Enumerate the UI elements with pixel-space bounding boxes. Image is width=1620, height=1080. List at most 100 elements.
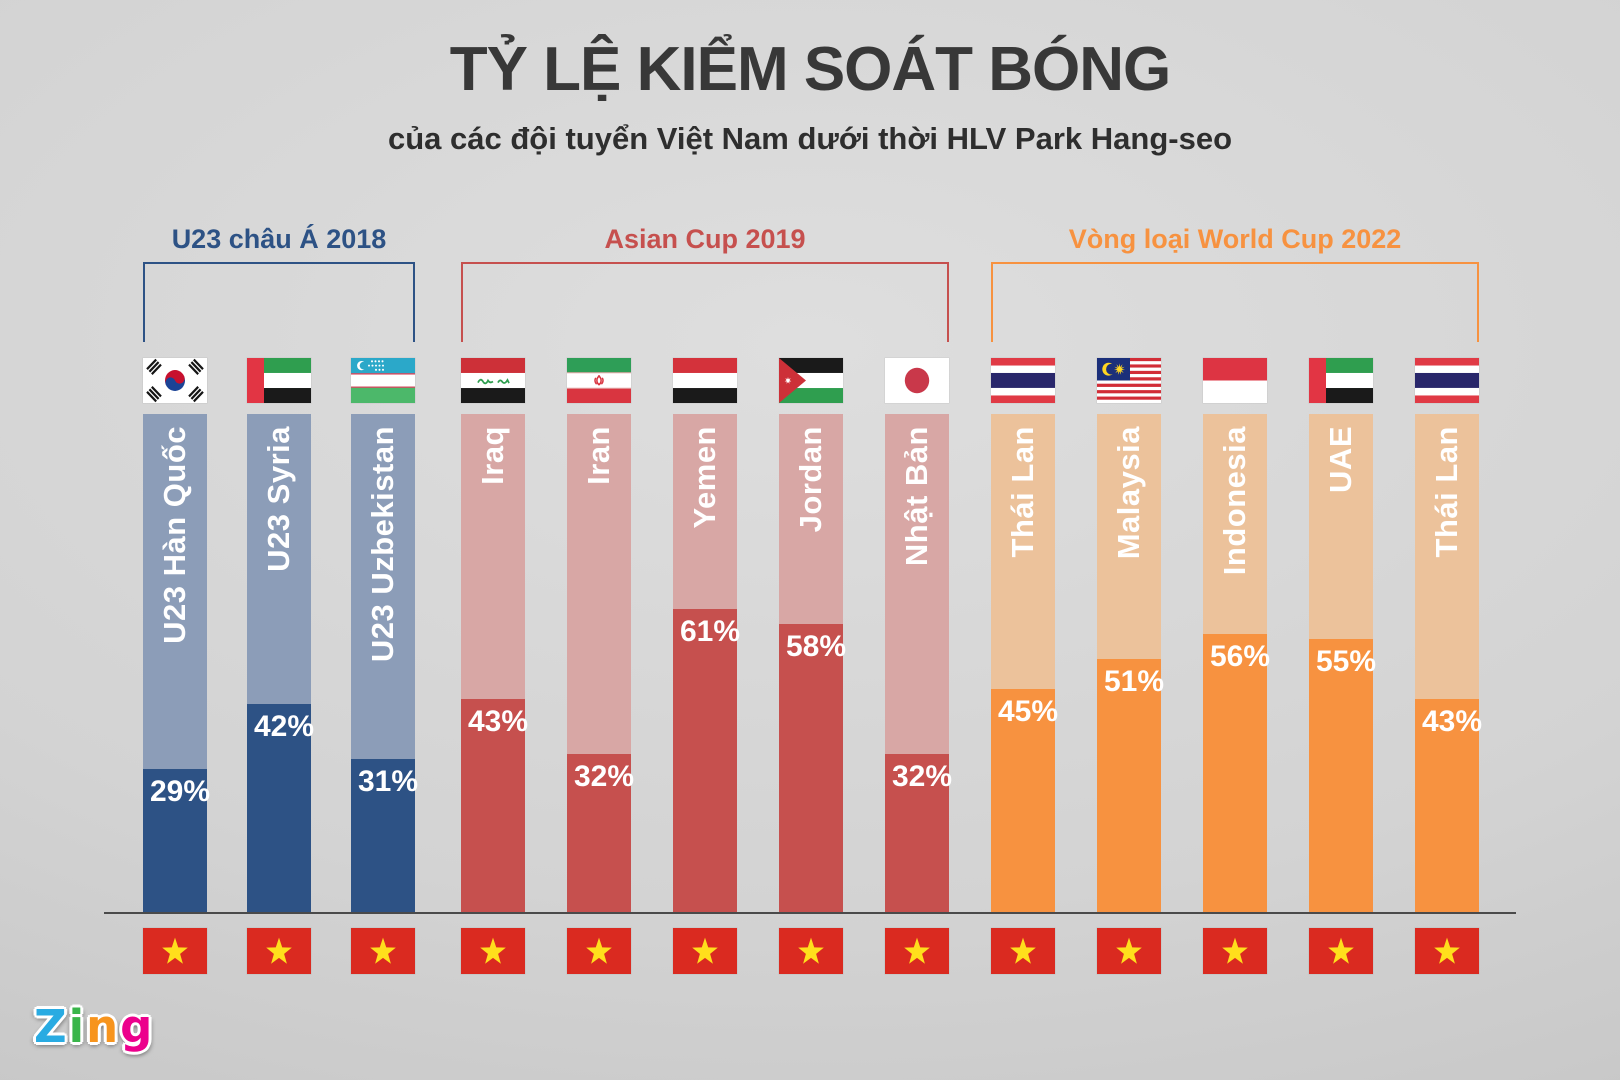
team-name: Nhật Bản xyxy=(885,426,949,566)
team-name-text: Malaysia xyxy=(1111,426,1146,560)
possession-value: 51% xyxy=(1104,665,1165,698)
team-name-text: Nhật Bản xyxy=(899,426,934,567)
bar-vietnam-share xyxy=(991,689,1055,914)
flag-yemen xyxy=(673,358,737,403)
vietnam-flag-svg xyxy=(991,928,1055,974)
flag-uae xyxy=(1309,358,1373,403)
group-label: Vòng loại World Cup 2022 xyxy=(1068,224,1402,254)
team-name-text: U23 Syria xyxy=(261,426,296,572)
uae-flag-svg xyxy=(247,358,311,403)
bar-vietnam-share xyxy=(1415,699,1479,914)
vietnam-flag-svg xyxy=(1309,928,1373,974)
iraq-flag-svg xyxy=(461,358,525,403)
team-name: Thái Lan xyxy=(991,426,1055,557)
team-name-text: U23 Uzbekistan xyxy=(365,426,400,663)
flag-vietnam xyxy=(143,928,207,974)
flag-indonesia xyxy=(1203,358,1267,403)
flag-thailand xyxy=(991,358,1055,403)
zing-logo: Zing xyxy=(34,1000,154,1053)
malaysia-flag-svg xyxy=(1097,358,1161,403)
south-korea-flag-svg xyxy=(143,358,207,403)
flag-vietnam xyxy=(673,928,737,974)
vietnam-flag-svg xyxy=(1203,928,1267,974)
possession-value: 43% xyxy=(468,705,529,738)
indonesia-flag-svg xyxy=(1203,358,1267,403)
bar-vietnam-share xyxy=(1097,659,1161,914)
flag-vietnam xyxy=(247,928,311,974)
zing-letter: i xyxy=(68,1000,87,1053)
flag-iraq xyxy=(461,358,525,403)
flag-uzbekistan xyxy=(351,358,415,403)
chart-title: TỶ LỆ KIỂM SOÁT BÓNG xyxy=(449,35,1172,104)
flag-thailand xyxy=(1415,358,1479,403)
vietnam-flag-svg xyxy=(143,928,207,974)
flag-jordan xyxy=(779,358,843,403)
vietnam-flag-svg xyxy=(461,928,525,974)
vietnam-flag-svg xyxy=(351,928,415,974)
bar-vietnam-share xyxy=(1203,634,1267,914)
team-name: U23 Syria xyxy=(247,426,311,572)
chart-subtitle: của các đội tuyển Việt Nam dưới thời HLV… xyxy=(387,121,1233,156)
possession-value: 32% xyxy=(892,760,953,793)
flag-vietnam xyxy=(567,928,631,974)
bar-vietnam-share xyxy=(247,704,311,914)
team-name-text: UAE xyxy=(1323,426,1358,493)
group-label: Asian Cup 2019 xyxy=(604,224,806,254)
bar-vietnam-share xyxy=(461,699,525,914)
possession-value: 43% xyxy=(1422,705,1483,738)
vietnam-flag-svg xyxy=(247,928,311,974)
flag-uae xyxy=(247,358,311,403)
uae-flag-svg xyxy=(1309,358,1373,403)
vietnam-flag-svg xyxy=(673,928,737,974)
possession-value: 61% xyxy=(680,615,741,648)
vietnam-flag-svg xyxy=(779,928,843,974)
team-name-text: Yemen xyxy=(687,426,722,529)
uzbekistan-flag-svg xyxy=(351,358,415,403)
thailand-flag-svg xyxy=(1415,358,1479,403)
bar-vietnam-share xyxy=(779,624,843,914)
vietnam-flag-svg xyxy=(1097,928,1161,974)
flag-vietnam xyxy=(1203,928,1267,974)
bar-vietnam-share xyxy=(885,754,949,914)
team-name: U23 Uzbekistan xyxy=(351,426,415,662)
flag-vietnam xyxy=(779,928,843,974)
zing-letter: g xyxy=(120,1000,155,1053)
group-label: U23 châu Á 2018 xyxy=(171,224,387,254)
possession-value: 56% xyxy=(1210,640,1271,673)
thailand-flag-svg xyxy=(991,358,1055,403)
vietnam-flag-svg xyxy=(1415,928,1479,974)
flag-vietnam xyxy=(885,928,949,974)
team-name: Iran xyxy=(567,426,631,485)
possession-value: 45% xyxy=(998,695,1059,728)
team-name: Thái Lan xyxy=(1415,426,1479,557)
jordan-flag-svg xyxy=(779,358,843,403)
bar-vietnam-share xyxy=(351,759,415,914)
japan-flag-svg xyxy=(885,358,949,403)
team-name: U23 Hàn Quốc xyxy=(143,426,207,644)
bar-vietnam-share xyxy=(1309,639,1373,914)
flag-japan xyxy=(885,358,949,403)
team-name: Yemen xyxy=(673,426,737,528)
flag-vietnam xyxy=(351,928,415,974)
team-name: Malaysia xyxy=(1097,426,1161,559)
team-name: Iraq xyxy=(461,426,525,485)
team-name-text: Thái Lan xyxy=(1005,426,1040,558)
possession-value: 58% xyxy=(786,630,847,663)
bar-vietnam-share xyxy=(567,754,631,914)
team-name-text: U23 Hàn Quốc xyxy=(157,426,192,644)
team-name: Indonesia xyxy=(1203,426,1267,575)
zing-letter: n xyxy=(86,1000,121,1053)
team-name: Jordan xyxy=(779,426,843,532)
possession-value: 29% xyxy=(150,775,211,808)
group-bracket xyxy=(461,262,949,342)
team-name: UAE xyxy=(1309,426,1373,493)
flag-vietnam xyxy=(461,928,525,974)
flag-vietnam xyxy=(991,928,1055,974)
possession-value: 31% xyxy=(358,765,419,798)
team-name-text: Indonesia xyxy=(1217,426,1252,576)
possession-value: 42% xyxy=(254,710,315,743)
flag-iran xyxy=(567,358,631,403)
team-name-text: Thái Lan xyxy=(1429,426,1464,558)
bar-vietnam-share xyxy=(143,769,207,914)
